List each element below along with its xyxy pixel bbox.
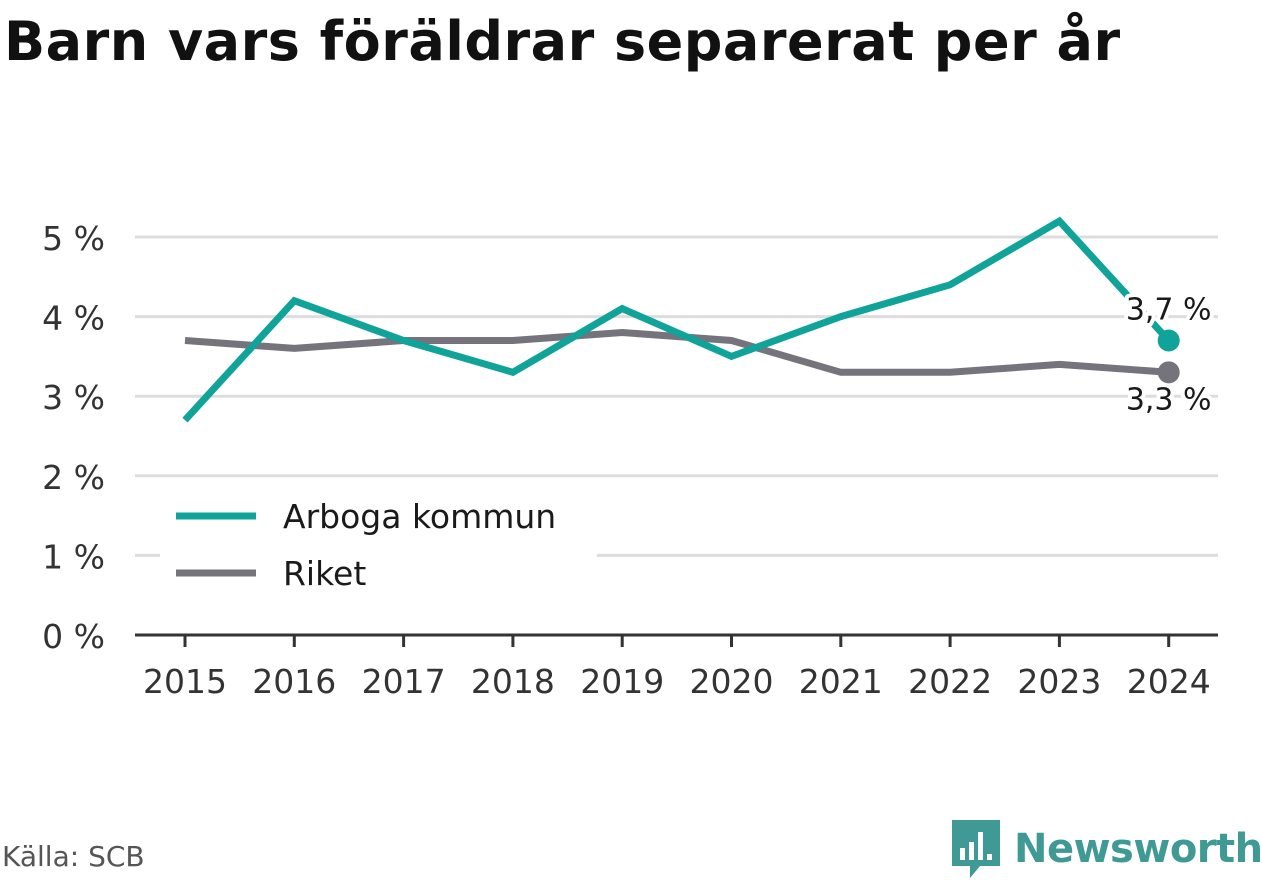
y-tick-label: 4 % bbox=[42, 299, 105, 338]
legend-label: Arboga kommun bbox=[283, 497, 556, 536]
x-tick-label: 2018 bbox=[471, 662, 555, 701]
series-end-point bbox=[1157, 329, 1180, 352]
end-value-label: 3,3 % bbox=[1126, 382, 1212, 417]
chart-title: Barn vars föräldrar separerat per år bbox=[4, 10, 1121, 73]
x-tick-label: 2019 bbox=[580, 662, 664, 701]
y-tick-label: 0 % bbox=[42, 617, 105, 656]
newsworthy-logo-icon bbox=[952, 820, 1000, 878]
source-note: Källa: SCB bbox=[2, 840, 145, 873]
y-tick-label: 2 % bbox=[42, 458, 105, 497]
x-tick-label: 2022 bbox=[908, 662, 992, 701]
series-line bbox=[184, 328, 1169, 376]
series-line bbox=[182, 216, 1172, 423]
x-tick-label: 2020 bbox=[690, 662, 774, 701]
x-tick-label: 2015 bbox=[143, 662, 227, 701]
x-tick-label: 2017 bbox=[362, 662, 446, 701]
y-tick-label: 3 % bbox=[42, 378, 105, 417]
y-tick-label: 1 % bbox=[42, 537, 105, 576]
x-tick-label: 2021 bbox=[799, 662, 883, 701]
end-value-label: 3,7 % bbox=[1126, 292, 1212, 327]
legend-background bbox=[160, 485, 597, 605]
end-labels: 3,7 % 3,3 % bbox=[1122, 288, 1216, 421]
legend-label: Riket bbox=[283, 554, 366, 593]
y-tick-label: 5 % bbox=[42, 219, 105, 258]
x-tick-label: 2016 bbox=[252, 662, 336, 701]
y-axis-ticks: 0 % 1 % 2 % 3 % 4 % 5 % bbox=[42, 219, 105, 656]
x-tick-label: 2023 bbox=[1017, 662, 1101, 701]
brand-logo: Newsworthy bbox=[950, 818, 1262, 880]
legend: Arboga kommun Riket bbox=[160, 485, 597, 605]
x-tick-label: 2024 bbox=[1127, 662, 1211, 701]
x-axis: 2015 2016 2017 2018 2019 2020 2021 2022 2023 2024 bbox=[135, 633, 1218, 701]
brand-name: Newsworthy bbox=[1014, 826, 1262, 872]
series-lines bbox=[182, 216, 1180, 423]
series-end-point bbox=[1157, 361, 1180, 384]
